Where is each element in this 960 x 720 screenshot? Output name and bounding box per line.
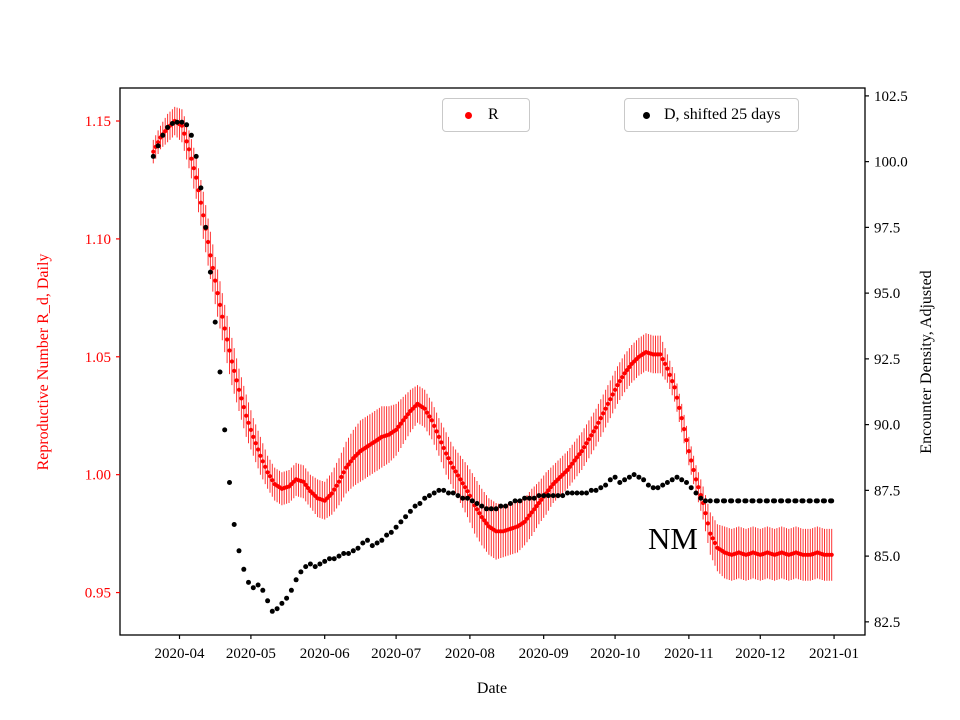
- annotation-nm: NM: [648, 521, 698, 556]
- x-axis-label: Date: [476, 680, 508, 697]
- svg-text:102.5: 102.5: [874, 89, 908, 105]
- svg-text:1.15: 1.15: [85, 114, 111, 130]
- svg-text:2020-11: 2020-11: [664, 646, 713, 662]
- legend-r-label: R: [488, 106, 499, 123]
- svg-text:2020-04: 2020-04: [155, 646, 205, 662]
- svg-text:0.95: 0.95: [85, 586, 111, 602]
- legend-r: R: [442, 98, 530, 132]
- svg-text:82.5: 82.5: [874, 615, 900, 631]
- legend-d-marker-dot-icon: [643, 111, 650, 119]
- svg-text:2020-12: 2020-12: [735, 646, 785, 662]
- svg-text:100.0: 100.0: [874, 155, 908, 171]
- svg-text:2020-10: 2020-10: [590, 646, 640, 662]
- y-axis-label-right: Encounter Density, Adjusted: [918, 270, 935, 454]
- svg-text:2021-01: 2021-01: [809, 646, 859, 662]
- svg-text:2020-05: 2020-05: [226, 646, 276, 662]
- legend-r-marker-dot-icon: [465, 111, 472, 119]
- svg-text:1.05: 1.05: [85, 350, 111, 366]
- svg-text:1.00: 1.00: [85, 468, 111, 484]
- svg-text:95.0: 95.0: [874, 286, 900, 302]
- svg-text:92.5: 92.5: [874, 352, 900, 368]
- svg-text:2020-09: 2020-09: [519, 646, 569, 662]
- svg-text:2020-08: 2020-08: [445, 646, 495, 662]
- svg-text:1.10: 1.10: [85, 232, 111, 248]
- svg-text:90.0: 90.0: [874, 418, 900, 434]
- svg-text:87.5: 87.5: [874, 483, 900, 499]
- legend-d: D, shifted 25 days: [624, 98, 800, 132]
- legend-d-label: D, shifted 25 days: [664, 106, 781, 123]
- svg-text:85.0: 85.0: [874, 549, 900, 565]
- svg-text:2020-07: 2020-07: [371, 646, 421, 662]
- y-axis-label-left: Reproductive Number R_d, Daily: [35, 253, 52, 471]
- svg-text:97.5: 97.5: [874, 220, 900, 236]
- svg-text:2020-06: 2020-06: [300, 646, 350, 662]
